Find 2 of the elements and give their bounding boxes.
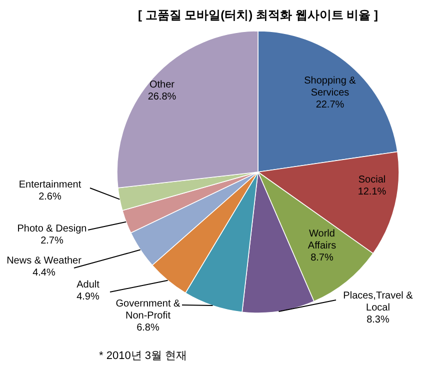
text: * 2010년 3월 현재 [99,350,188,362]
chart-title: [ 고품질 모바일(터치) 최적화 웹사이트 비율 ] [138,8,378,22]
